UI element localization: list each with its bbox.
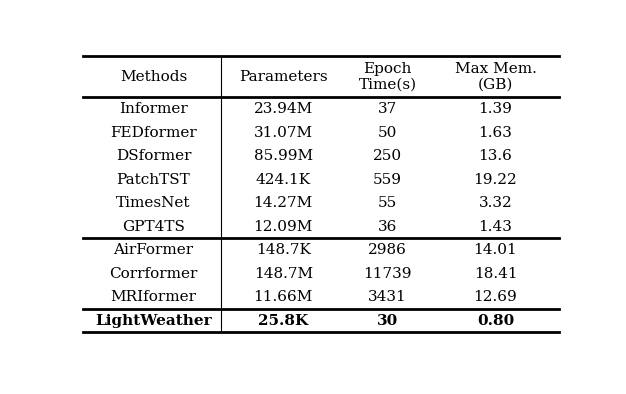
Text: 424.1K: 424.1K [255,173,310,187]
Text: 85.99M: 85.99M [254,149,313,163]
Text: 23.94M: 23.94M [254,102,313,116]
Text: Informer: Informer [119,102,188,116]
Text: AirFormer: AirFormer [113,243,193,257]
Text: Methods: Methods [120,70,187,84]
Text: MRIformer: MRIformer [110,290,197,304]
Text: 0.80: 0.80 [477,314,514,328]
Text: Corrformer: Corrformer [110,267,198,281]
Text: 12.09M: 12.09M [254,219,313,234]
Text: TimesNet: TimesNet [116,196,191,210]
Text: 30: 30 [377,314,398,328]
Text: 13.6: 13.6 [478,149,513,163]
Text: 559: 559 [373,173,402,187]
Text: 14.01: 14.01 [474,243,517,257]
Text: DSformer: DSformer [116,149,191,163]
Text: 1.39: 1.39 [478,102,513,116]
Text: GPT4TS: GPT4TS [122,219,185,234]
Text: 12.69: 12.69 [474,290,517,304]
Text: 1.63: 1.63 [478,126,513,139]
Text: 1.43: 1.43 [478,219,513,234]
Text: 18.41: 18.41 [474,267,517,281]
Text: PatchTST: PatchTST [116,173,190,187]
Text: 148.7M: 148.7M [254,267,313,281]
Text: 50: 50 [378,126,398,139]
Text: 25.8K: 25.8K [258,314,309,328]
Text: Parameters: Parameters [239,70,327,84]
Text: 2986: 2986 [368,243,407,257]
Text: FEDformer: FEDformer [110,126,197,139]
Text: 11739: 11739 [363,267,412,281]
Text: Epoch
Time(s): Epoch Time(s) [359,62,416,92]
Text: 3431: 3431 [368,290,407,304]
Text: 19.22: 19.22 [474,173,517,187]
Text: 36: 36 [378,219,398,234]
Text: 55: 55 [378,196,397,210]
Text: 11.66M: 11.66M [254,290,313,304]
Text: 250: 250 [373,149,402,163]
Text: 3.32: 3.32 [479,196,512,210]
Text: 31.07M: 31.07M [254,126,313,139]
Text: LightWeather: LightWeather [95,314,212,328]
Text: 37: 37 [378,102,397,116]
Text: Max Mem.
(GB): Max Mem. (GB) [454,62,536,92]
Text: 148.7K: 148.7K [256,243,310,257]
Text: 14.27M: 14.27M [254,196,313,210]
